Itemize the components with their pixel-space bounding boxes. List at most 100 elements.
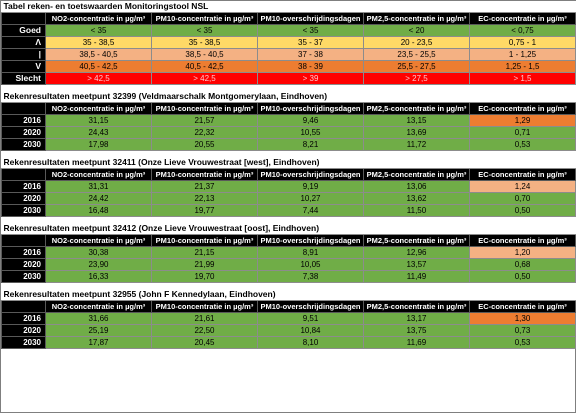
- value-cell: 13,62: [363, 192, 470, 205]
- year-label: 2030: [1, 270, 46, 283]
- section-spacer: [1, 216, 576, 223]
- value-cell: 23,90: [45, 258, 152, 271]
- value-cell: 13,57: [363, 258, 470, 271]
- value-cell: 24,42: [45, 192, 152, 205]
- section-header-row: NO2-concentratie in µg/m³ PM10-concentrat…: [1, 300, 576, 313]
- legend-title: Tabel reken- en toetswaarden Monitorings…: [1, 1, 576, 13]
- value-cell: 11,49: [363, 270, 470, 283]
- value-cell: 25,19: [45, 324, 152, 337]
- legend-cell: 37 - 38: [257, 48, 364, 61]
- value-cell: 1,20: [469, 246, 576, 259]
- section-column-header: PM10-overschrijdingsdagen: [257, 168, 364, 181]
- table-row: 2030 17,98 20,55 8,21 11,72 0,53: [1, 138, 576, 151]
- spacer-cell: [1, 216, 576, 223]
- value-cell: 7,44: [257, 204, 364, 217]
- value-cell: 9,19: [257, 180, 364, 193]
- value-cell: 20,55: [151, 138, 258, 151]
- legend-row-level-3: V 40,5 - 42,5 40,5 - 42,5 38 - 39 25,5 -…: [1, 60, 576, 73]
- value-cell: 0,50: [469, 204, 576, 217]
- value-cell: 24,43: [45, 126, 152, 139]
- section-corner-cell: [1, 168, 46, 181]
- legend-cell: 35 - 38,5: [151, 36, 258, 49]
- legend-cell: < 0,75: [469, 24, 576, 37]
- value-cell: 21,99: [151, 258, 258, 271]
- year-label: 2016: [1, 180, 46, 193]
- legend-cell: < 20: [363, 24, 470, 37]
- value-cell: 0,70: [469, 192, 576, 205]
- value-cell: 19,77: [151, 204, 258, 217]
- value-cell: 11,69: [363, 336, 470, 349]
- legend-col-pm10: PM10-concentratie in µg/m³: [151, 12, 258, 25]
- value-cell: 17,98: [45, 138, 152, 151]
- legend-cell: > 42,5: [45, 72, 152, 85]
- value-cell: 13,75: [363, 324, 470, 337]
- legend-col-pm10-days: PM10-overschrijdingsdagen: [257, 12, 364, 25]
- legend-label: Slecht: [1, 72, 46, 85]
- legend-cell: 1 - 1,25: [469, 48, 576, 61]
- legend-col-pm25: PM2,5-concentratie in µg/m³: [363, 12, 470, 25]
- section-corner-cell: [1, 102, 46, 115]
- year-label: 2020: [1, 126, 46, 139]
- year-label: 2016: [1, 246, 46, 259]
- legend-cell: 23,5 - 25,5: [363, 48, 470, 61]
- legend-cell: 38 - 39: [257, 60, 364, 73]
- legend-col-no2: NO2-concentratie in µg/m³: [45, 12, 152, 25]
- legend-cell: > 1,5: [469, 72, 576, 85]
- section-title-row: Rekenresultaten meetpunt 32399 (Veldmaar…: [1, 91, 576, 103]
- legend-cell: 40,5 - 42,5: [45, 60, 152, 73]
- value-cell: 21,57: [151, 114, 258, 127]
- legend-row-level-2: | 38,5 - 40,5 38,5 - 40,5 37 - 38 23,5 -…: [1, 48, 576, 61]
- legend-cell: < 35: [45, 24, 152, 37]
- nsl-table: Tabel reken- en toetswaarden Monitorings…: [1, 1, 576, 349]
- table-row: 2016 31,15 21,57 9,46 13,15 1,29: [1, 114, 576, 127]
- legend-row-goed: Goed < 35 < 35 < 35 < 20 < 0,75: [1, 24, 576, 37]
- value-cell: 0,68: [469, 258, 576, 271]
- value-cell: 21,61: [151, 312, 258, 325]
- section-column-header: EC-concentratie in µg/m³: [469, 300, 576, 313]
- value-cell: 21,37: [151, 180, 258, 193]
- section-column-header: EC-concentratie in µg/m³: [469, 234, 576, 247]
- table-row: 2016 31,66 21,61 9,51 13,17 1,30: [1, 312, 576, 325]
- legend-cell: 40,5 - 42,5: [151, 60, 258, 73]
- legend-cell: < 35: [257, 24, 364, 37]
- value-cell: 0,53: [469, 336, 576, 349]
- value-cell: 31,31: [45, 180, 152, 193]
- section-column-header: PM10-overschrijdingsdagen: [257, 300, 364, 313]
- section-header-row: NO2-concentratie in µg/m³ PM10-concentrat…: [1, 168, 576, 181]
- section-column-header: PM10-overschrijdingsdagen: [257, 234, 364, 247]
- section-spacer: [1, 282, 576, 289]
- value-cell: 13,17: [363, 312, 470, 325]
- section-column-header: PM10-concentratie in µg/m³: [151, 168, 258, 181]
- value-cell: 31,66: [45, 312, 152, 325]
- value-cell: 9,46: [257, 114, 364, 127]
- legend-row-slecht: Slecht > 42,5 > 42,5 > 39 > 27,5 > 1,5: [1, 72, 576, 85]
- value-cell: 22,32: [151, 126, 258, 139]
- section-corner-cell: [1, 234, 46, 247]
- legend-label: V: [1, 60, 46, 73]
- legend-cell: 25,5 - 27,5: [363, 60, 470, 73]
- section-column-header: EC-concentratie in µg/m³: [469, 102, 576, 115]
- value-cell: 8,10: [257, 336, 364, 349]
- legend-title-row: Tabel reken- en toetswaarden Monitorings…: [1, 1, 576, 13]
- section-title: Rekenresultaten meetpunt 32411 (Onze Lie…: [1, 157, 576, 169]
- value-cell: 16,48: [45, 204, 152, 217]
- section-column-header: NO2-concentratie in µg/m³: [45, 168, 152, 181]
- legend-cell: > 39: [257, 72, 364, 85]
- value-cell: 0,53: [469, 138, 576, 151]
- section-spacer: [1, 150, 576, 157]
- value-cell: 10,84: [257, 324, 364, 337]
- section-column-header: NO2-concentratie in µg/m³: [45, 300, 152, 313]
- value-cell: 19,70: [151, 270, 258, 283]
- year-label: 2016: [1, 312, 46, 325]
- year-label: 2016: [1, 114, 46, 127]
- value-cell: 8,21: [257, 138, 364, 151]
- section-column-header: PM2,5-concentratie in µg/m³: [363, 168, 470, 181]
- section-column-header: EC-concentratie in µg/m³: [469, 168, 576, 181]
- value-cell: 22,13: [151, 192, 258, 205]
- legend-label: |: [1, 48, 46, 61]
- value-cell: 0,71: [469, 126, 576, 139]
- spacer-cell: [1, 150, 576, 157]
- table-row: 2020 24,43 22,32 10,55 13,69 0,71: [1, 126, 576, 139]
- value-cell: 11,50: [363, 204, 470, 217]
